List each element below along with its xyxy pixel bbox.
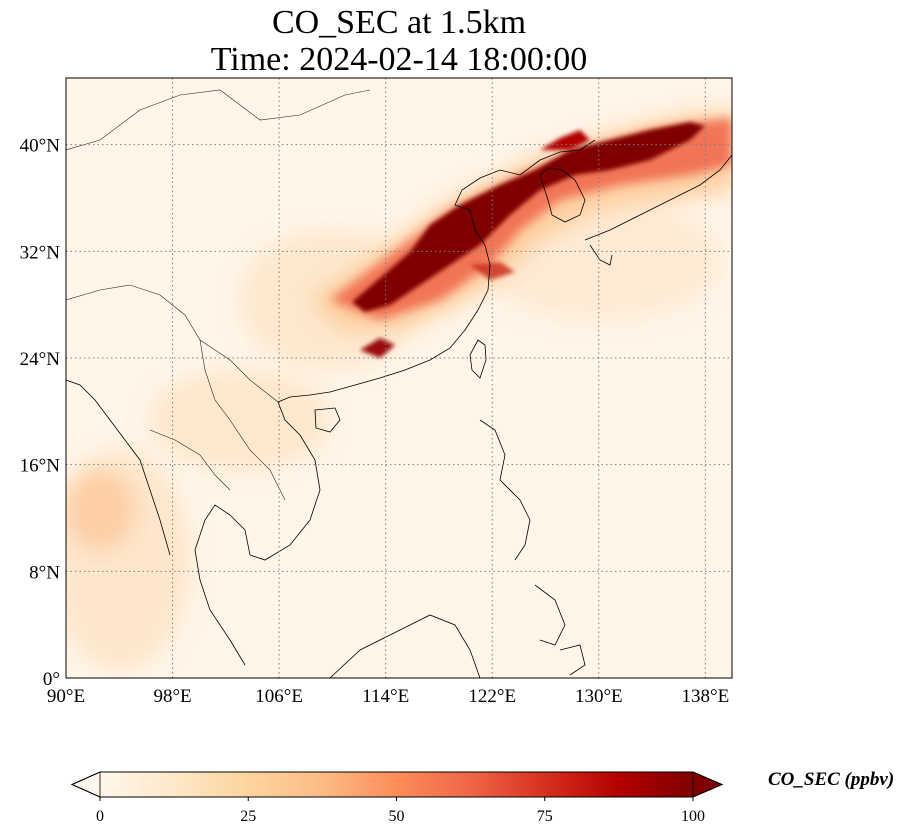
concentration-field xyxy=(66,110,732,670)
colorbar-tick-label: 100 xyxy=(681,808,705,825)
lon-tick-label: 130°E xyxy=(575,686,623,707)
plot-title: CO_SEC at 1.5km Time: 2024-02-14 18:00:0… xyxy=(66,4,732,78)
colorbar-tick-label: 75 xyxy=(537,808,553,825)
colorbar-label: CO_SEC (ppbv) xyxy=(768,769,895,790)
lon-tick-label: 122°E xyxy=(468,686,516,707)
map-panel xyxy=(66,78,732,678)
country-borders xyxy=(66,89,371,501)
colorbar-gradient xyxy=(100,772,693,797)
colorbar: 0 25 50 75 100 xyxy=(70,771,724,825)
lon-tick-label: 98°E xyxy=(153,686,191,707)
colorbar-tick-label: 50 xyxy=(389,808,405,825)
lat-tick-label: 24°N xyxy=(20,349,61,370)
gridlines xyxy=(66,78,732,678)
lat-tick-label: 40°N xyxy=(20,136,61,157)
lon-tick-label: 90°E xyxy=(47,686,85,707)
lon-tick-label: 114°E xyxy=(362,686,409,707)
colorbar-tick-label: 0 xyxy=(96,808,104,825)
colorbar-tick-label: 25 xyxy=(240,808,256,825)
lat-tick-label: 0° xyxy=(43,669,60,690)
title-line-2: Time: 2024-02-14 18:00:00 xyxy=(210,41,588,78)
lat-tick-label: 8°N xyxy=(29,562,60,583)
lon-tick-label: 138°E xyxy=(682,686,730,707)
lat-tick-label: 32°N xyxy=(20,242,61,263)
map-frame xyxy=(65,77,733,679)
coastlines xyxy=(66,139,732,678)
axis-labels: 90°E 98°E 106°E 114°E 122°E 130°E 138°E 0° 8°N 16… xyxy=(20,136,730,707)
lon-tick-label: 106°E xyxy=(255,686,303,707)
colorbar-ticks: 0 25 50 75 100 xyxy=(96,797,705,825)
lat-tick-label: 16°N xyxy=(20,456,61,477)
colorbar-extend-max xyxy=(692,771,724,798)
title-line-1: CO_SEC at 1.5km xyxy=(271,4,527,41)
colorbar-extend-min xyxy=(71,771,101,798)
